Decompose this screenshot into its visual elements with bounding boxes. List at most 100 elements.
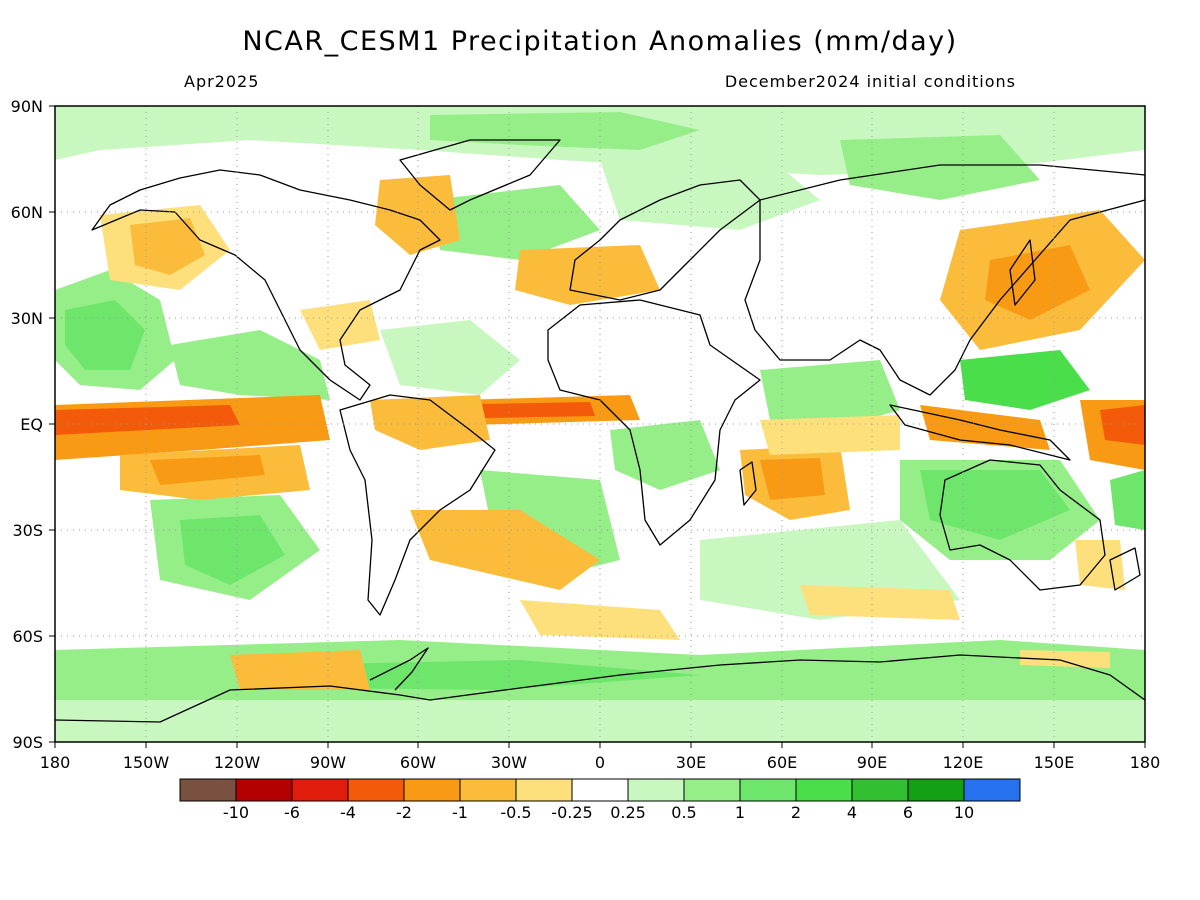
longitude-labels: 180 150W 120W 90W 60W 30W 0 30E 60E 90E … [40, 753, 1161, 772]
asia-coast [744, 164, 1145, 396]
lon-label: 180 [40, 753, 71, 772]
east-pacific-wet [170, 330, 330, 400]
colorbar-label: -6 [284, 803, 300, 822]
south-atlantic-wet [480, 470, 620, 575]
colorbar-swatch [963, 778, 1021, 802]
graticule [55, 106, 1145, 742]
japan-coast [1009, 239, 1036, 306]
lon-label: 30W [491, 753, 527, 772]
colorbar-swatch [851, 778, 909, 802]
antarctic-wet-band [55, 700, 1145, 742]
madagascar-dry-core [760, 458, 825, 500]
colorbar-label: 4 [847, 803, 857, 822]
lon-label: 150W [123, 753, 170, 772]
amazon-dry [370, 395, 490, 450]
africa-coast [547, 299, 761, 546]
australia-coast [939, 459, 1106, 591]
colorbar-swatch [291, 778, 349, 802]
colorbar-label: -0.5 [500, 803, 531, 822]
colorbar: -10 -6 -4 -2 -1 -0.5 -0.25 0.25 0.5 1 2 4 6 10 [179, 778, 1021, 822]
lon-label: 90W [310, 753, 346, 772]
colorbar-label: -2 [396, 803, 412, 822]
aleutian-dry-core [130, 218, 205, 275]
lon-label: 30E [676, 753, 706, 772]
lon-label: 0 [595, 753, 605, 772]
colorbar-label: -10 [223, 803, 249, 822]
indonesia-coast [889, 404, 1071, 461]
east-asia-dry-core [985, 245, 1090, 320]
lon-label: 150E [1034, 753, 1075, 772]
colorbar-label: 0.25 [610, 803, 646, 822]
colorbar-swatch [795, 778, 853, 802]
australia-wet-core [920, 470, 1070, 540]
coastlines [55, 139, 1145, 723]
south-america-coast [339, 394, 496, 616]
tick-marks [49, 105, 1146, 748]
lon-label: 90E [857, 753, 887, 772]
siberia-wet [840, 135, 1040, 200]
colorbar-label: 6 [903, 803, 913, 822]
dateline-dry-core [1100, 405, 1145, 445]
central-africa-wet [610, 420, 720, 490]
southern-dry-band-2 [800, 585, 960, 620]
colorbar-swatch [179, 778, 237, 802]
amundsen-dry [230, 650, 370, 690]
colorbar-swatch [571, 778, 629, 802]
colorbar-label: -0.25 [551, 803, 592, 822]
southern-ocean-wet-core [280, 660, 700, 690]
lat-label: 90S [12, 733, 43, 752]
colorbar-label: 10 [954, 803, 974, 822]
southern-dry-band [520, 600, 680, 640]
colorbar-label: 2 [791, 803, 801, 822]
colorbar-swatch [739, 778, 797, 802]
chart-title: NCAR_CESM1 Precipitation Anomalies (mm/d… [242, 26, 958, 57]
lat-label: 30N [11, 309, 43, 328]
map-plot-area [55, 106, 1145, 742]
south-pacific-dry-core [150, 455, 265, 485]
colorbar-swatch [907, 778, 965, 802]
colorbar-swatch [683, 778, 741, 802]
lon-label: 60E [767, 753, 797, 772]
west-pacific-wet [960, 350, 1090, 410]
lon-label: 120W [214, 753, 261, 772]
colorbar-label: -4 [340, 803, 356, 822]
lat-label: 90N [11, 97, 43, 116]
positive-anomaly-shading [55, 106, 1145, 742]
colorbar-swatch [235, 778, 293, 802]
lon-label: 120E [943, 753, 984, 772]
indian-ocean-wet [760, 360, 900, 430]
latitude-labels: 90N 60N 30N EQ 30S 60S 90S [11, 97, 43, 752]
colorbar-label: 1 [735, 803, 745, 822]
new-zealand-coast [1109, 547, 1141, 591]
colorbar-label: -1 [452, 803, 468, 822]
atlantic-wet [380, 320, 520, 395]
valid-month-label: Apr2025 [184, 72, 260, 91]
madagascar-coast [739, 461, 757, 506]
maritime-dry [920, 405, 1050, 450]
colorbar-swatch [627, 778, 685, 802]
lat-label: 60N [11, 203, 43, 222]
lat-label: EQ [20, 415, 43, 434]
equatorial-atlantic-dry-core [480, 402, 595, 418]
south-pacific-wet-core [180, 515, 285, 585]
east-atlantic-dry [515, 245, 660, 305]
colorbar-label: 0.5 [671, 803, 696, 822]
antarctica-coast [55, 654, 1145, 723]
greenland-coast [399, 139, 561, 211]
lon-label: 60W [400, 753, 436, 772]
north-atlantic-wet [430, 185, 600, 260]
europe-asia-wet [600, 150, 820, 230]
lon-label: 180 [1130, 753, 1161, 772]
lat-label: 60S [12, 627, 43, 646]
ross-dry [1020, 650, 1110, 668]
colorbar-swatch [515, 778, 573, 802]
south-indian-dry [760, 415, 900, 455]
negative-anomaly-shading [55, 175, 1145, 690]
us-dry [300, 300, 380, 350]
init-conditions-label: December2024 initial conditions [724, 72, 1016, 91]
equatorial-pacific-dry-core [55, 405, 240, 435]
colorbar-swatch [459, 778, 517, 802]
colorbar-swatch [347, 778, 405, 802]
north-america-coast [91, 169, 441, 401]
